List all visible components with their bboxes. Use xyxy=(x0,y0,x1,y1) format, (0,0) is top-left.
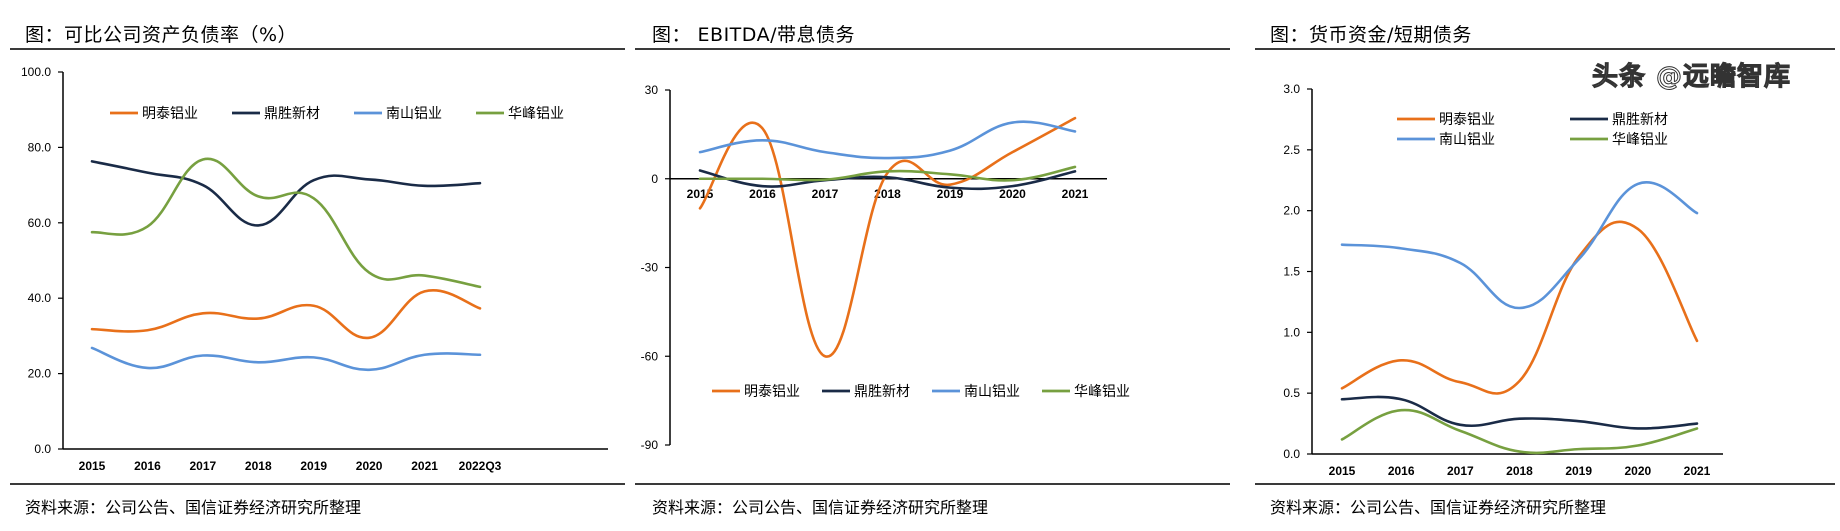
source-note: 资料来源：公司公告、国信证券经济研究所整理 xyxy=(25,498,362,517)
x-tick-label: 2021 xyxy=(1062,187,1089,201)
legend-item: 南山铝业 xyxy=(1397,132,1495,148)
series-line-3 xyxy=(90,157,482,289)
x-tick-label: 2021 xyxy=(411,459,438,473)
chart-title: 图：可比公司资产负债率（%） xyxy=(25,24,298,46)
legend-label: 鼎胜新材 xyxy=(854,384,910,400)
panel-cash-shortdebt: 图：货币资金/短期债务 资料来源：公司公告、国信证券经济研究所整理 xyxy=(1245,0,1840,531)
x-tick-label: 2018 xyxy=(245,459,272,473)
x-tick-label: 2020 xyxy=(999,187,1026,201)
x-tick-label: 2019 xyxy=(1565,464,1592,478)
legend-label: 明泰铝业 xyxy=(744,384,800,400)
legend-label: 南山铝业 xyxy=(964,384,1020,400)
y-tick-label: 2.0 xyxy=(1283,204,1300,218)
series-line-0 xyxy=(698,116,1077,358)
x-tick-label: 2017 xyxy=(190,459,217,473)
x-tick-label: 2018 xyxy=(874,187,901,201)
legend-item: 鼎胜新材 xyxy=(232,106,320,122)
legend-label: 南山铝业 xyxy=(386,106,442,122)
series-line-0 xyxy=(90,289,482,340)
title-divider xyxy=(10,48,625,50)
chart-title: 图：货币资金/短期债务 xyxy=(1270,24,1472,46)
y-tick-label: 0.0 xyxy=(34,442,51,456)
x-tick-label: 2021 xyxy=(1684,464,1711,478)
legend-label: 明泰铝业 xyxy=(1439,112,1495,128)
series-line-3 xyxy=(1340,408,1699,455)
x-tick-label: 2015 xyxy=(79,459,106,473)
title-divider xyxy=(1255,48,1835,50)
watermark: 头条 @远瞻智库 xyxy=(1591,62,1792,93)
y-tick-label: 40.0 xyxy=(28,291,52,305)
legend: 明泰铝业 鼎胜新材 南山铝业 华峰铝业 xyxy=(110,106,564,122)
legend-item: 华峰铝业 xyxy=(1042,384,1130,400)
legend-item: 华峰铝业 xyxy=(476,106,564,122)
y-tick-label: 1.0 xyxy=(1283,325,1300,339)
source-note: 资料来源：公司公告、国信证券经济研究所整理 xyxy=(1270,498,1607,517)
series-line-2 xyxy=(90,346,482,372)
y-tick-label: 3.0 xyxy=(1283,82,1300,96)
legend-label: 明泰铝业 xyxy=(142,106,198,122)
y-tick-label: 100.0 xyxy=(21,65,51,79)
y-tick-label: 60.0 xyxy=(28,216,52,230)
chart-3: 3.0 2.5 2.0 1.5 1.0 0.5 0.0 2015 2016 2017 2018 201… xyxy=(1283,82,1723,478)
y-tick-label: 0 xyxy=(651,172,658,186)
x-tick-label: 2017 xyxy=(1447,464,1474,478)
legend-item: 鼎胜新材 xyxy=(1570,112,1668,128)
y-tick-label: 0.0 xyxy=(1283,447,1300,461)
x-tick-label: 2020 xyxy=(356,459,383,473)
x-tick-label: 2015 xyxy=(1329,464,1356,478)
x-tick-label: 2020 xyxy=(1624,464,1651,478)
series-line-2 xyxy=(1340,180,1699,310)
source-divider xyxy=(10,483,625,485)
legend-item: 南山铝业 xyxy=(354,106,442,122)
legend-label: 南山铝业 xyxy=(1439,132,1495,148)
y-tick-label: 2.5 xyxy=(1283,143,1300,157)
source-divider xyxy=(1255,483,1835,485)
x-tick-label: 2019 xyxy=(300,459,327,473)
x-tick-label: 2022Q3 xyxy=(459,459,502,473)
legend-item: 华峰铝业 xyxy=(1570,132,1668,148)
series-line-1 xyxy=(1340,395,1699,430)
series-line-3 xyxy=(698,165,1077,182)
source-divider xyxy=(635,483,1230,485)
legend-item: 明泰铝业 xyxy=(110,106,198,122)
y-tick-label: 0.5 xyxy=(1283,386,1300,400)
x-tick-label: 2018 xyxy=(1506,464,1533,478)
x-tick-label: 2016 xyxy=(1388,464,1415,478)
legend: 明泰铝业 鼎胜新材 南山铝业 华峰铝业 xyxy=(712,384,1130,400)
series-line-2 xyxy=(698,120,1077,160)
panel-ebitda-debt: 图： EBITDA/带息债务 资料来源：公司公告、国信证券经济研究所整理 xyxy=(630,0,1240,531)
y-tick-label: 1.5 xyxy=(1283,265,1300,279)
legend-item: 明泰铝业 xyxy=(1397,112,1495,128)
series-line-0 xyxy=(1340,220,1699,395)
x-tick-label: 2019 xyxy=(937,187,964,201)
chart-title: 图： EBITDA/带息债务 xyxy=(652,24,855,46)
legend-item: 南山铝业 xyxy=(932,384,1020,400)
series-line-1 xyxy=(90,160,482,227)
x-tick-label: 2017 xyxy=(812,187,839,201)
y-tick-label: -90 xyxy=(641,438,659,452)
title-divider xyxy=(635,48,1230,50)
chart-1: 100.0 80.0 60.0 40.0 20.0 0.0 2015 2016 2017 2018… xyxy=(21,65,608,473)
y-tick-label: -60 xyxy=(641,349,659,363)
y-tick-label: 80.0 xyxy=(28,140,52,154)
y-tick-label: 20.0 xyxy=(28,367,52,381)
legend-label: 鼎胜新材 xyxy=(264,106,320,122)
y-tick-label: -30 xyxy=(641,261,659,275)
legend-item: 鼎胜新材 xyxy=(822,384,910,400)
source-note: 资料来源：公司公告、国信证券经济研究所整理 xyxy=(652,498,989,517)
x-tick-label: 2016 xyxy=(749,187,776,201)
legend-item: 明泰铝业 xyxy=(712,384,800,400)
legend-label: 华峰铝业 xyxy=(1074,384,1130,400)
y-tick-label: 30 xyxy=(645,83,659,97)
legend-label: 鼎胜新材 xyxy=(1612,112,1668,128)
x-tick-label: 2016 xyxy=(134,459,161,473)
panel-debt-ratio: 图：可比公司资产负债率（%） 资料来源：公司公告、国信证券经济研究所整理 xyxy=(0,0,630,531)
legend-label: 华峰铝业 xyxy=(508,106,564,122)
legend-label: 华峰铝业 xyxy=(1612,132,1668,148)
series-line-1 xyxy=(698,169,1077,191)
